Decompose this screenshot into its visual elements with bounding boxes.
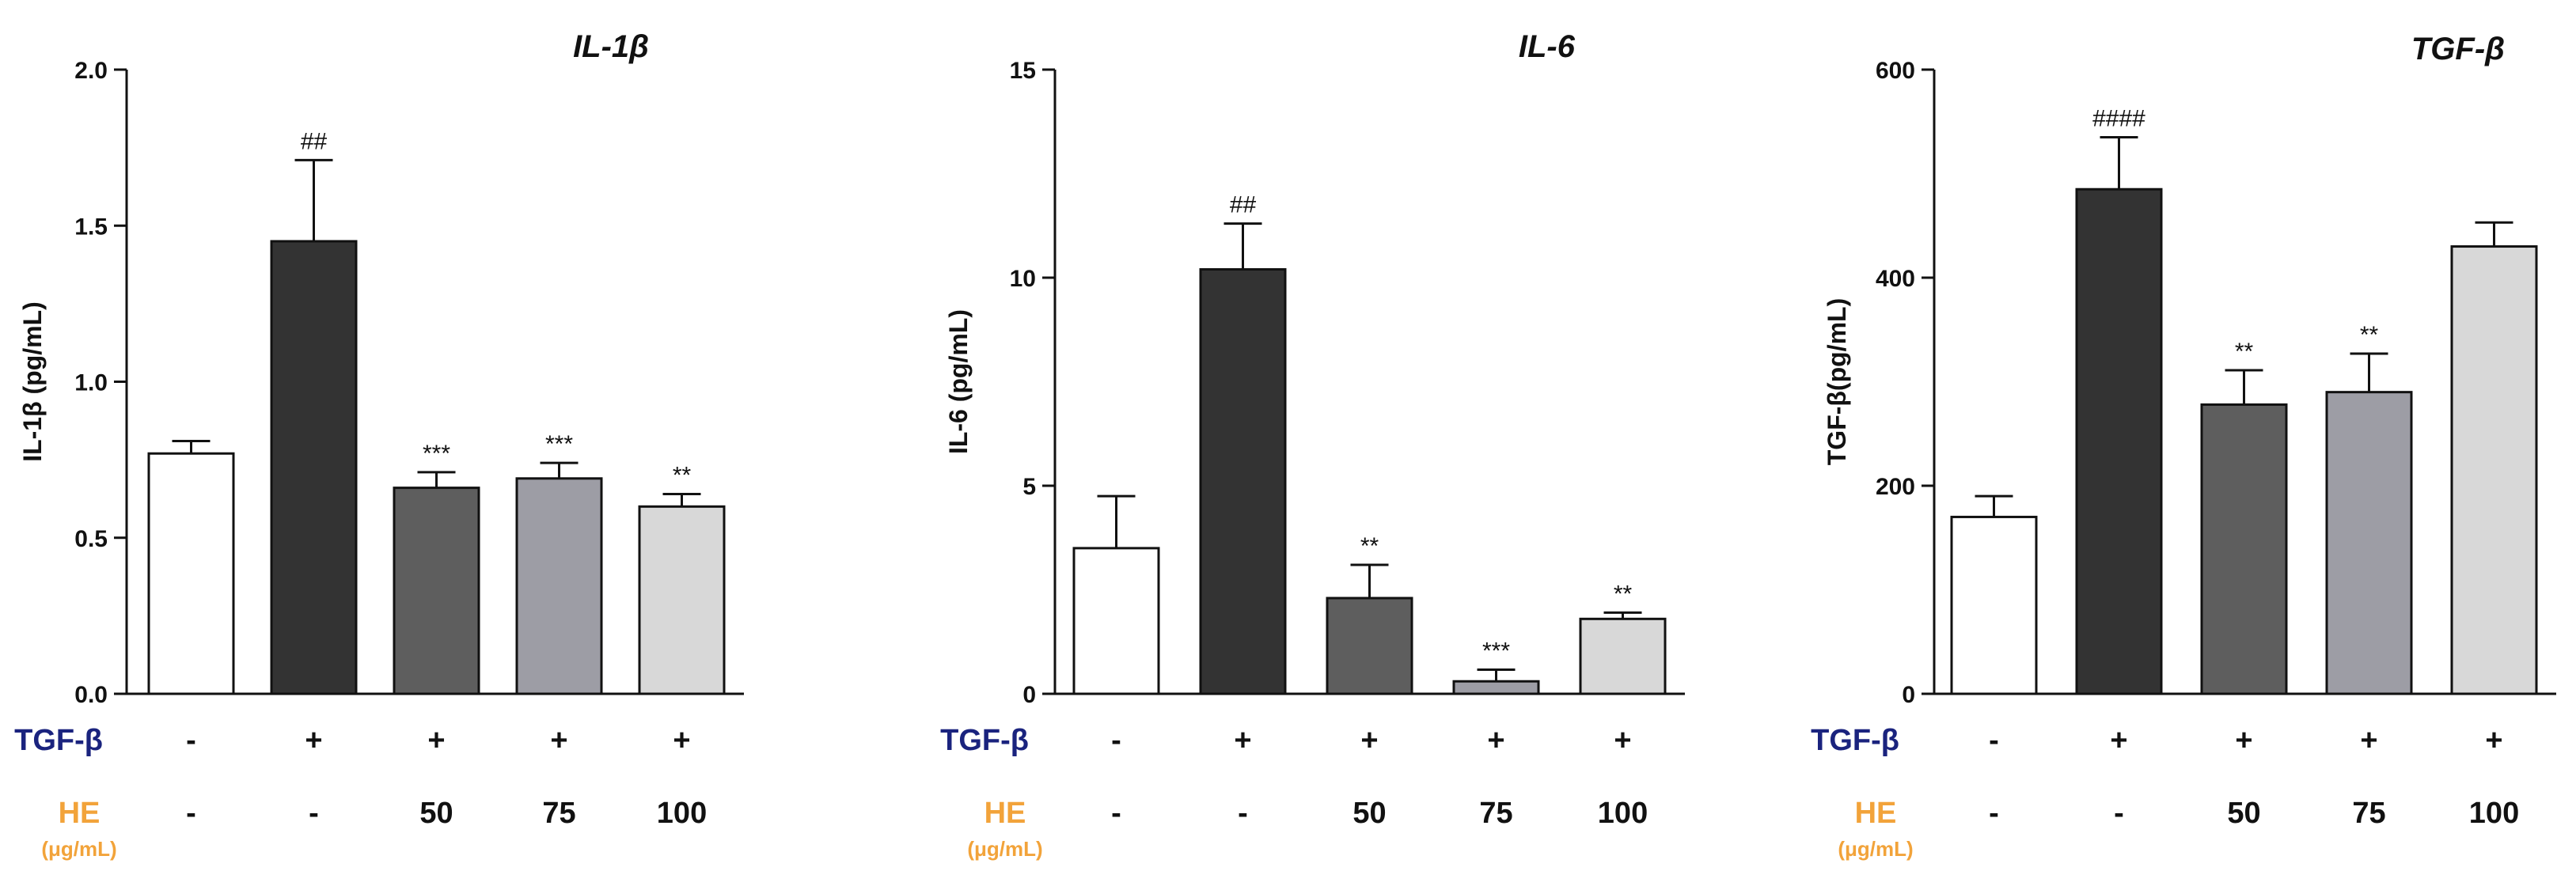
y-tick-label: 1.0 [74, 370, 108, 396]
tgf-row-value: - [186, 724, 196, 757]
significance-label: *** [545, 431, 573, 457]
he-unit-label: (μg/mL) [41, 837, 116, 861]
y-tick-label: 2.0 [74, 58, 108, 84]
bar [2450, 245, 2538, 695]
chart-title: IL-1β [573, 29, 649, 64]
he-row-value: 100 [1598, 797, 1648, 830]
tgf-row-value: - [1989, 724, 1999, 757]
tgf-row-value: - [1111, 724, 1121, 757]
significance-label: ** [1614, 581, 1633, 607]
y-tick-label: 600 [1876, 58, 1915, 84]
significance-label: ## [1230, 192, 1257, 218]
tgf-row-value: + [2110, 724, 2127, 757]
significance-label: #### [2092, 105, 2145, 131]
he-unit-label: (μg/mL) [967, 837, 1042, 861]
y-tick-label: 400 [1876, 266, 1915, 292]
he-row-value: - [1989, 797, 1999, 830]
y-tick-label: 0.5 [74, 526, 108, 552]
he-row-label: HE [984, 797, 1026, 830]
y-tick-label: 0.0 [74, 682, 108, 708]
significance-label: ## [301, 128, 328, 154]
bar [1072, 547, 1160, 695]
he-row-value: - [309, 797, 319, 830]
chart-title: IL-6 [1519, 29, 1576, 64]
y-tick-label: 1.5 [74, 214, 108, 240]
he-row-value: - [1111, 797, 1121, 830]
significance-label: ** [673, 463, 692, 489]
tgf-row-value: + [305, 724, 322, 757]
he-row-value: 100 [2469, 797, 2519, 830]
he-row-value: 50 [1352, 797, 1386, 830]
y-tick-label: 10 [1010, 266, 1036, 292]
bar [638, 505, 726, 695]
he-row-value: 50 [2227, 797, 2260, 830]
tgf-row-value: + [1234, 724, 1251, 757]
significance-label: ** [2360, 322, 2379, 348]
bar [1199, 267, 1287, 695]
bar [2200, 403, 2288, 695]
significance-label: ** [2235, 339, 2254, 365]
y-axis-label: TGF-β(pg/mL) [1823, 298, 1851, 465]
bar [515, 477, 603, 695]
he-row-label: HE [1855, 797, 1897, 830]
bar [147, 452, 235, 695]
y-tick-label: 5 [1022, 474, 1036, 500]
significance-label: ** [1360, 533, 1379, 559]
he-row-value: 100 [657, 797, 707, 830]
he-row-value: - [2114, 797, 2124, 830]
y-tick-label: 0 [1902, 682, 1915, 708]
y-tick-label: 200 [1876, 474, 1915, 500]
tgf-row-value: + [1360, 724, 1378, 757]
tgf-row-value: + [427, 724, 445, 757]
tgf-row-value: + [1614, 724, 1631, 757]
tgf-row-label: TGF-β [940, 724, 1029, 757]
y-tick-label: 0 [1022, 682, 1036, 708]
bar [393, 487, 480, 695]
bar [1950, 515, 2038, 695]
bar [1326, 596, 1413, 695]
he-row-value: 75 [2352, 797, 2385, 830]
bar [1579, 617, 1667, 695]
tgf-row-value: + [673, 724, 690, 757]
he-row-label: HE [59, 797, 101, 830]
tgf-row-value: + [2235, 724, 2252, 757]
bar [1452, 680, 1540, 695]
he-unit-label: (μg/mL) [1838, 837, 1913, 861]
bar [2325, 391, 2413, 695]
tgf-row-label: TGF-β [1811, 724, 1899, 757]
significance-label: *** [423, 441, 450, 467]
he-row-value: 75 [1479, 797, 1512, 830]
y-axis-label: IL-1β (pg/mL) [18, 301, 47, 462]
tgf-row-value: + [2485, 724, 2502, 757]
tgf-row-value: + [550, 724, 567, 757]
he-row-value: 50 [419, 797, 453, 830]
tgf-row-value: + [1487, 724, 1504, 757]
he-row-value: - [186, 797, 196, 830]
he-row-value: 75 [542, 797, 575, 830]
bar [2075, 187, 2163, 695]
y-tick-label: 15 [1010, 58, 1036, 84]
bar [270, 240, 358, 695]
tgf-row-label: TGF-β [14, 724, 103, 757]
chart-title: TGF-β [2411, 32, 2505, 66]
he-row-value: - [1238, 797, 1248, 830]
y-axis-label: IL-6 (pg/mL) [944, 309, 973, 454]
tgf-row-value: + [2360, 724, 2377, 757]
significance-label: *** [1482, 638, 1510, 664]
